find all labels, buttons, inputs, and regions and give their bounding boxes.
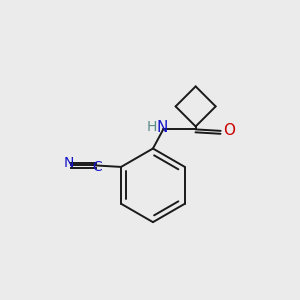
Text: C: C bbox=[93, 160, 102, 174]
Text: N: N bbox=[64, 155, 74, 170]
Text: N: N bbox=[157, 120, 168, 135]
Text: O: O bbox=[223, 123, 235, 138]
Text: H: H bbox=[147, 120, 157, 134]
